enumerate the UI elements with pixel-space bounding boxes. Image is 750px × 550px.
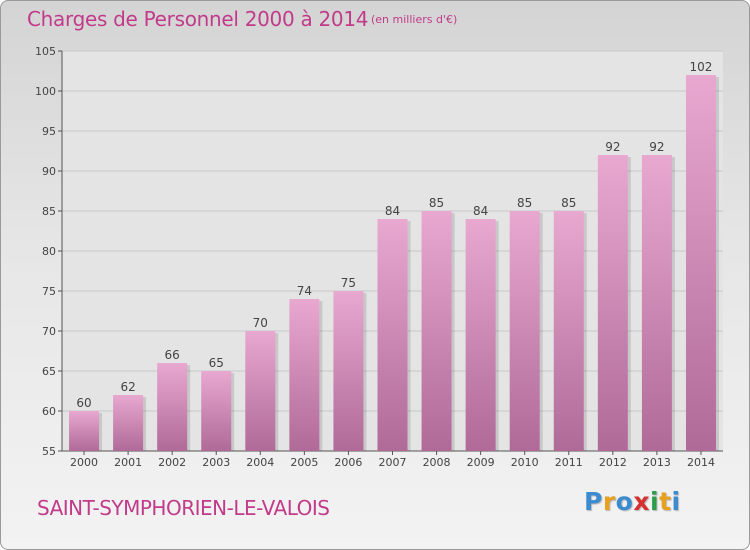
chart-title: Charges de Personnel 2000 à 2014 (27, 7, 369, 31)
x-tick-label: 2002 (158, 456, 186, 469)
bar (509, 211, 540, 451)
y-tick-label: 80 (42, 245, 56, 258)
x-tick-label: 2013 (643, 456, 671, 469)
chart-subtitle: (en milliers d'€) (371, 13, 458, 26)
bar (641, 155, 672, 451)
y-tick-label: 105 (35, 45, 56, 58)
bar-value-label: 74 (297, 284, 312, 298)
bar (289, 299, 320, 451)
y-tick-label: 75 (42, 285, 56, 298)
commune-name: SAINT-SYMPHORIEN-LE-VALOIS (37, 496, 330, 520)
bar-value-label: 85 (517, 196, 532, 210)
x-tick-label: 2014 (687, 456, 715, 469)
bar (113, 395, 144, 451)
bar (157, 363, 188, 451)
bar (245, 331, 276, 451)
y-tick-label: 55 (42, 445, 56, 458)
bar-value-label: 102 (690, 60, 713, 74)
x-tick-label: 2009 (467, 456, 495, 469)
bar-value-label: 62 (120, 380, 135, 394)
x-tick-label: 2000 (70, 456, 98, 469)
y-tick-label: 70 (42, 325, 56, 338)
y-tick-label: 65 (42, 365, 56, 378)
bar (465, 219, 496, 451)
bar-value-label: 66 (165, 348, 180, 362)
bar-value-label: 70 (253, 316, 268, 330)
x-tick-label: 2010 (511, 456, 539, 469)
x-tick-label: 2008 (423, 456, 451, 469)
x-tick-label: 2003 (202, 456, 230, 469)
bar (201, 371, 232, 451)
y-tick-label: 100 (35, 85, 56, 98)
x-tick-label: 2004 (246, 456, 274, 469)
labels: 60 62 66 65 70 74 75 84 85 84 85 85 92 92 102 (76, 60, 712, 410)
bar-value-label: 85 (561, 196, 576, 210)
x-tick-label: 2005 (290, 456, 318, 469)
y-tick-label: 90 (42, 165, 56, 178)
bar (553, 211, 584, 451)
bar-value-label: 92 (605, 140, 620, 154)
x-tick-label: 2012 (599, 456, 627, 469)
bar (377, 219, 408, 451)
y-tick-label: 85 (42, 205, 56, 218)
bar-value-label: 60 (76, 396, 91, 410)
bars (69, 75, 719, 451)
bar-value-label: 84 (473, 204, 488, 218)
bar-value-label: 84 (385, 204, 400, 218)
x-tick-label: 2007 (379, 456, 407, 469)
y-tick-label: 60 (42, 405, 56, 418)
bar-value-label: 65 (209, 356, 224, 370)
bar (597, 155, 628, 451)
y-tick-label: 95 (42, 125, 56, 138)
bar (685, 75, 716, 451)
bar-value-label: 75 (341, 276, 356, 290)
bar (333, 291, 364, 451)
x-tick-label: 2011 (555, 456, 583, 469)
bar (69, 411, 100, 451)
x-tick-label: 2001 (114, 456, 142, 469)
bar-value-label: 92 (649, 140, 664, 154)
bar (421, 211, 452, 451)
x-tick-label: 2006 (334, 456, 362, 469)
proxiti-logo[interactable]: Proxiti (584, 487, 681, 516)
bar-value-label: 85 (429, 196, 444, 210)
